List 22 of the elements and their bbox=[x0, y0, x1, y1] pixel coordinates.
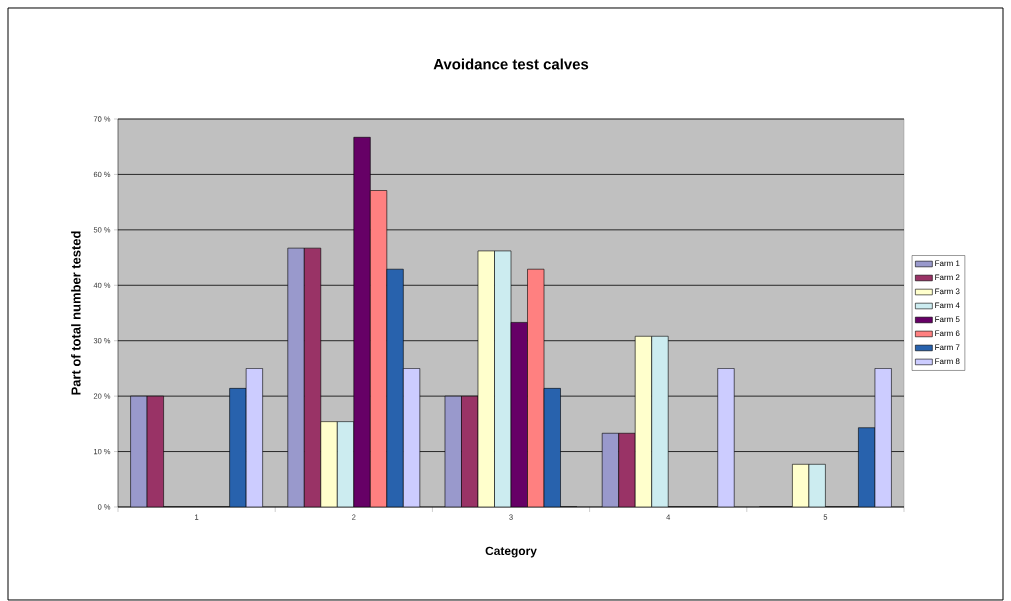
bar bbox=[478, 250, 495, 507]
bar bbox=[494, 250, 512, 507]
bar bbox=[618, 433, 636, 507]
bar bbox=[320, 421, 338, 507]
bar bbox=[874, 368, 892, 507]
bar bbox=[353, 137, 371, 507]
x-axis-title: Category bbox=[485, 546, 537, 558]
bar bbox=[511, 322, 528, 507]
bar bbox=[246, 368, 263, 507]
y-axis-title: Part of total number tested bbox=[71, 231, 81, 395]
bar bbox=[651, 336, 669, 507]
bar bbox=[386, 269, 404, 507]
bar bbox=[635, 336, 652, 507]
bar bbox=[304, 248, 321, 507]
chart-title: Avoidance test calves bbox=[433, 58, 589, 70]
bar bbox=[527, 269, 545, 507]
bar bbox=[717, 368, 735, 507]
bar bbox=[229, 388, 247, 507]
bar bbox=[370, 190, 387, 507]
bar bbox=[544, 388, 561, 507]
bar bbox=[287, 248, 305, 507]
bar bbox=[403, 368, 420, 507]
